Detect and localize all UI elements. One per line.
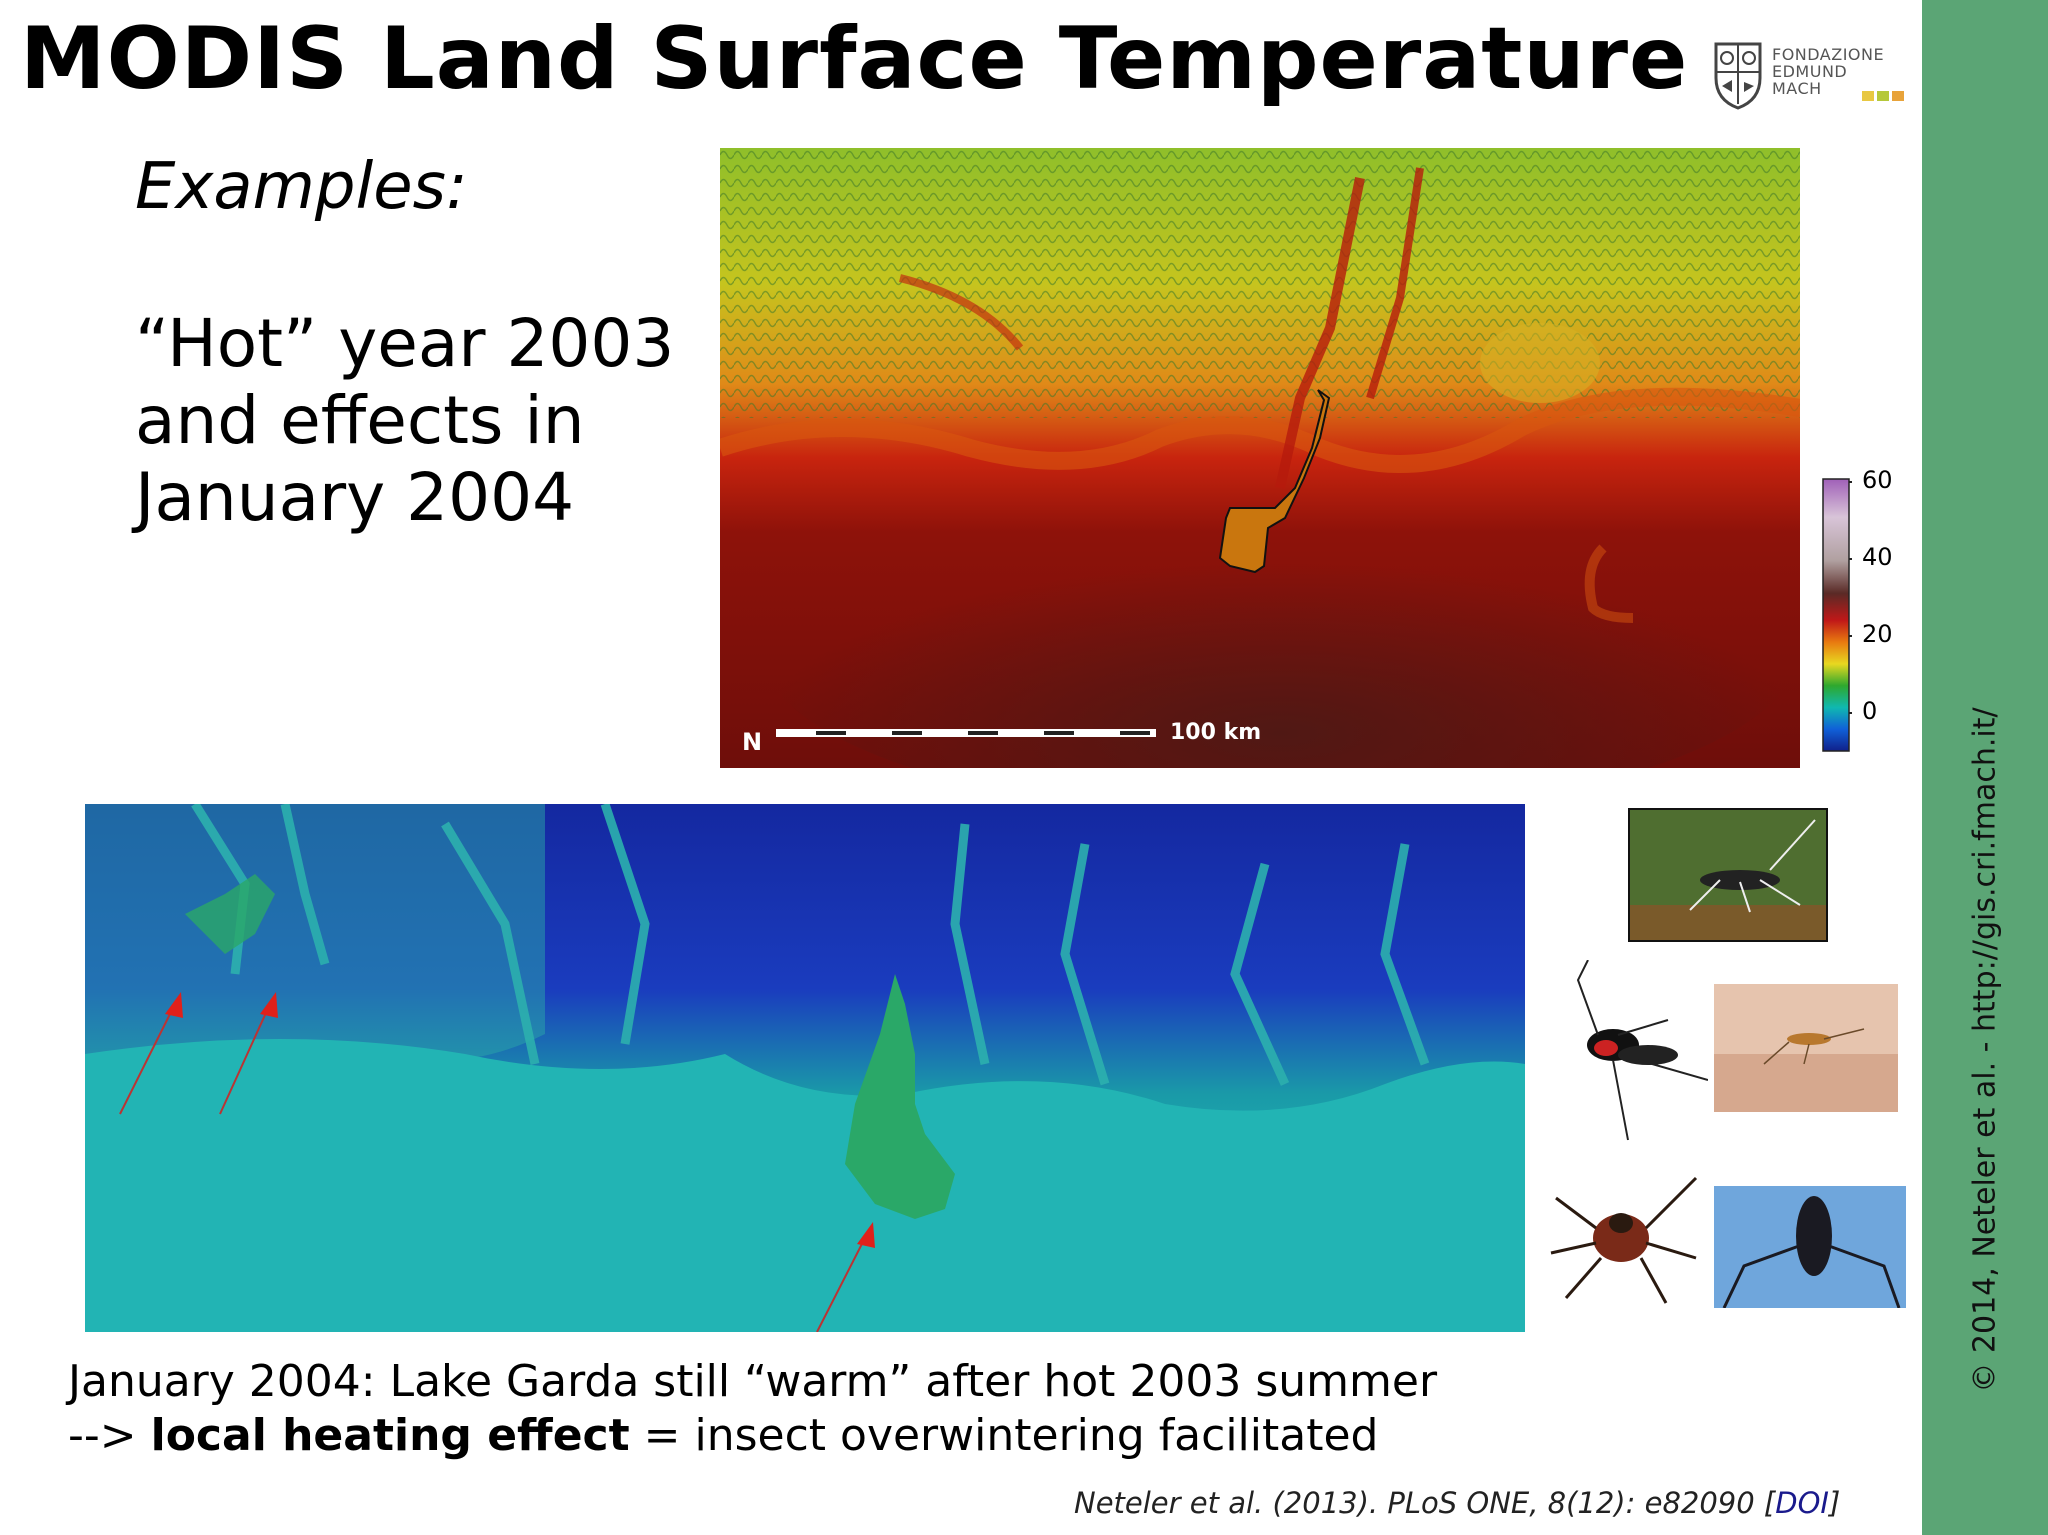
temperature-colorbar: 60 40 20 0 — [1822, 466, 1932, 758]
reference-text: Neteler et al. (2013). PLoS ONE, 8(12): … — [1074, 1486, 1776, 1520]
reference-close: ] — [1828, 1486, 1841, 1520]
caption-line-1: January 2004: Lake Garda still “warm” af… — [68, 1356, 1438, 1407]
reference: Neteler et al. (2013). PLoS ONE, 8(12): … — [1074, 1486, 1840, 1520]
copyright-sidebar: © 2014, Neteler et al. - http://gis.cri.… — [1922, 0, 2048, 1535]
logo-text: FONDAZIONE EDMUND MACH — [1772, 46, 1884, 97]
caption: January 2004: Lake Garda still “warm” af… — [68, 1355, 1437, 1463]
colorbar-gradient — [1822, 478, 1852, 752]
lst-map-jan-2004-image — [85, 804, 1525, 1332]
lst-map-2003: N 100 km — [720, 148, 1800, 768]
tick-photo — [1546, 1158, 1702, 1308]
copyright-text: © 2014, Neteler et al. - http://gis.cri.… — [1967, 707, 2003, 1393]
colorbar-tick-20: 20 — [1862, 620, 1893, 648]
lst-map-jan-2004 — [85, 804, 1525, 1332]
doi-link[interactable]: DOI — [1775, 1486, 1829, 1520]
svg-text:N: N — [742, 728, 762, 756]
caption-suffix: = insect overwintering facilitated — [629, 1410, 1379, 1461]
mosquito-photo-2 — [1558, 960, 1708, 1145]
logo-crest-icon — [1714, 42, 1762, 110]
hot-year-line-2: and effects in — [135, 382, 585, 459]
colorbar-tick-0: 0 — [1862, 697, 1878, 725]
scale-bar-label: 100 km — [1170, 720, 1262, 745]
caption-line-2: --> local heating effect = insect overwi… — [68, 1409, 1437, 1463]
mosquito-photo-3 — [1714, 984, 1898, 1112]
colorbar-tick-60: 60 — [1862, 466, 1893, 494]
lst-map-2003-image: N — [720, 148, 1800, 768]
hot-year-text: “Hot” year 2003 and effects in January 2… — [135, 305, 674, 536]
logo-color-squares — [1862, 86, 1907, 105]
fondazione-edmund-mach-logo: FONDAZIONE EDMUND MACH — [1710, 38, 1910, 110]
examples-label: Examples: — [135, 150, 468, 224]
logo-line-3: MACH — [1772, 79, 1822, 98]
colorbar-tick-40: 40 — [1862, 543, 1893, 571]
mosquito-photo-4 — [1714, 1186, 1906, 1308]
logo-line-1: FONDAZIONE — [1772, 45, 1885, 64]
caption-arrow: --> — [68, 1410, 151, 1461]
hot-year-line-1: “Hot” year 2003 — [135, 305, 675, 382]
hot-year-line-3: January 2004 — [135, 459, 575, 536]
mosquito-photo-1 — [1628, 808, 1828, 942]
logo-line-2: EDMUND — [1772, 62, 1848, 81]
page-title: MODIS Land Surface Temperature — [20, 9, 1689, 109]
caption-bold-text: local heating effect — [150, 1410, 630, 1461]
